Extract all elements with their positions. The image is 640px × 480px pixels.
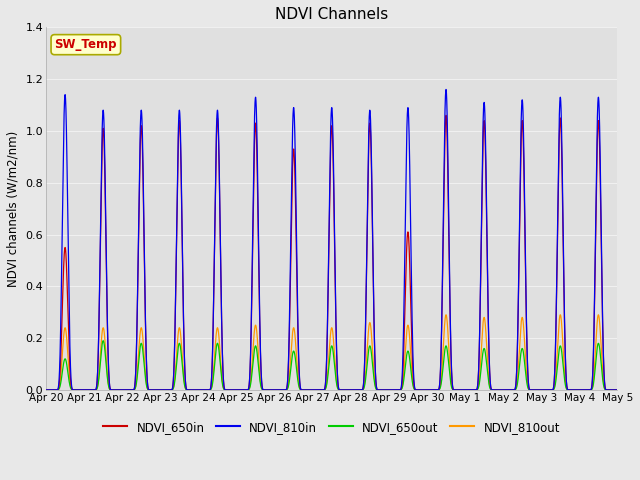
Y-axis label: NDVI channels (W/m2/nm): NDVI channels (W/m2/nm) [7,131,20,287]
Legend: NDVI_650in, NDVI_810in, NDVI_650out, NDVI_810out: NDVI_650in, NDVI_810in, NDVI_650out, NDV… [99,416,564,438]
Text: SW_Temp: SW_Temp [54,38,117,51]
Title: NDVI Channels: NDVI Channels [275,7,388,22]
